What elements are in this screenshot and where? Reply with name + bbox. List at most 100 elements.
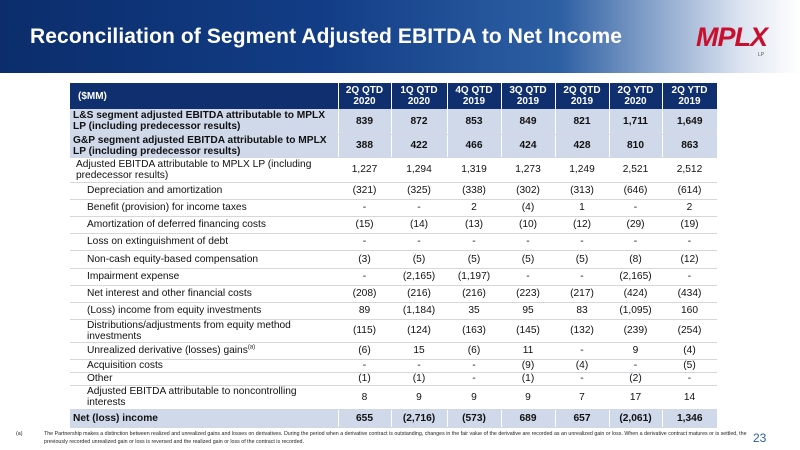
cell-value: 9 (447, 385, 501, 410)
cell-value: 9 (501, 385, 555, 410)
cell-value: (321) (338, 182, 391, 200)
cell-value: (2,716) (390, 409, 447, 428)
cell-value: 1,273 (501, 157, 555, 183)
cell-value: - (391, 359, 447, 373)
cell-value: 388 (337, 134, 391, 158)
row-label: Amortization of deferred financing costs (70, 216, 338, 234)
cell-value: 849 (500, 109, 555, 135)
table-row: Adjusted EBITDA attributable to noncontr… (70, 385, 717, 410)
cell-value: (208) (338, 285, 391, 303)
cell-value: (132) (555, 319, 609, 343)
column-header: 2Q YTD 2020 (609, 83, 663, 109)
cell-value: (239) (609, 319, 662, 343)
row-label-text: L&S segment adjusted EBITDA attributable… (73, 110, 326, 133)
cell-value: 863 (661, 134, 717, 158)
cell-value: 1,319 (447, 157, 501, 183)
cell-value: (115) (338, 319, 391, 343)
row-label: Net (loss) income (70, 409, 338, 428)
row-label: Unrealized derivative (losses) gains(a) (70, 342, 338, 360)
cell-value: 1 (555, 199, 609, 217)
cell-value: 83 (555, 302, 609, 320)
cell-value: 9 (391, 385, 447, 410)
cell-value: 35 (447, 302, 501, 320)
cell-value: - (555, 372, 609, 386)
cell-value: 810 (608, 134, 662, 158)
logo-text: MPLX (696, 22, 768, 52)
column-header: 4Q QTD 2019 (447, 83, 502, 109)
cell-value: (5) (662, 359, 717, 373)
cell-value: 17 (609, 385, 662, 410)
cell-value: (6) (447, 342, 501, 360)
cell-value: 1,227 (338, 157, 391, 183)
cell-value: (5) (501, 250, 555, 269)
cell-value: (1) (338, 372, 391, 386)
cell-value: (145) (501, 319, 555, 343)
cell-value: - (609, 359, 662, 373)
cell-value: 422 (390, 134, 447, 158)
cell-value: (2) (609, 372, 662, 386)
cell-value: - (662, 372, 717, 386)
cell-value: 9 (609, 342, 662, 360)
cell-value: - (662, 268, 717, 286)
cell-value: 657 (554, 409, 609, 428)
row-label: (Loss) income from equity investments (70, 302, 338, 320)
cell-value: 1,346 (661, 409, 717, 428)
cell-value: (4) (501, 199, 555, 217)
row-label: G&P segment adjusted EBITDA attributable… (70, 134, 338, 158)
cell-value: 95 (501, 302, 555, 320)
cell-value: (8) (609, 250, 662, 269)
row-label-text: Loss on extinguishment of debt (87, 236, 229, 247)
cell-value: (216) (447, 285, 501, 303)
cell-value: (646) (609, 182, 662, 200)
table-row: Other (1) (1) - (1) - (2) - (70, 372, 717, 386)
cell-value: (302) (501, 182, 555, 200)
cell-value: (614) (662, 182, 717, 200)
cell-value: (14) (391, 216, 447, 234)
row-label-text: Adjusted EBITDA attributable to noncontr… (87, 386, 297, 408)
mplx-logo: MPLX LP (696, 20, 782, 60)
cell-value: (338) (447, 182, 501, 200)
cell-value: (1,197) (447, 268, 501, 286)
row-label-text: Non-cash equity-based compensation (87, 253, 259, 265)
row-label-text: Amortization of deferred financing costs (87, 219, 266, 230)
cell-value: 872 (390, 109, 447, 135)
table-row: Net (loss) income 655 (2,716) (573) 689 657 (2… (70, 409, 717, 428)
table-row: Non-cash equity-based compensation (3) (5)… (70, 250, 717, 269)
row-label: Depreciation and amortization (70, 182, 338, 200)
cell-value: 1,249 (555, 157, 609, 183)
table-row: Unrealized derivative (losses) gains(a) (… (70, 342, 717, 360)
table-row: Amortization of deferred financing costs… (70, 216, 717, 234)
row-label-text: Benefit (provision) for income taxes (87, 202, 247, 213)
cell-value: - (609, 199, 662, 217)
row-label-text: Adjusted EBITDA attributable to MPLX LP … (76, 158, 312, 181)
table-row: Impairment expense - (2,165) (1,197) - - (2,16… (70, 268, 717, 286)
cell-value: 821 (554, 109, 609, 135)
row-label: Benefit (provision) for income taxes (70, 199, 338, 217)
cell-value: - (501, 268, 555, 286)
cell-value: (573) (446, 409, 501, 428)
cell-value: (4) (662, 342, 717, 360)
cell-value: (1,184) (391, 302, 447, 320)
cell-value: - (555, 233, 609, 251)
footnote-mark: (a) (16, 431, 23, 437)
cell-value: (5) (447, 250, 501, 269)
cell-value: - (338, 359, 391, 373)
cell-value: (254) (662, 319, 717, 343)
cell-value: (313) (555, 182, 609, 200)
row-label-text: G&P segment adjusted EBITDA attributable… (73, 134, 327, 157)
cell-value: (325) (391, 182, 447, 200)
cell-value: - (447, 359, 501, 373)
cell-value: - (338, 233, 391, 251)
footnote-text: The Partnership makes a distinction betw… (44, 431, 747, 445)
row-label: Non-cash equity-based compensation (70, 250, 338, 269)
column-header: 2Q QTD 2020 (338, 83, 392, 109)
cell-value: 424 (500, 134, 555, 158)
page-number: 23 (753, 431, 767, 445)
cell-value: 689 (500, 409, 555, 428)
cell-value: (13) (447, 216, 501, 234)
column-header: 2Q QTD 2019 (555, 83, 610, 109)
cell-value: 8 (338, 385, 391, 410)
column-header: ($MM) (70, 83, 339, 109)
cell-value: (2,061) (608, 409, 662, 428)
cell-value: (19) (662, 216, 717, 234)
